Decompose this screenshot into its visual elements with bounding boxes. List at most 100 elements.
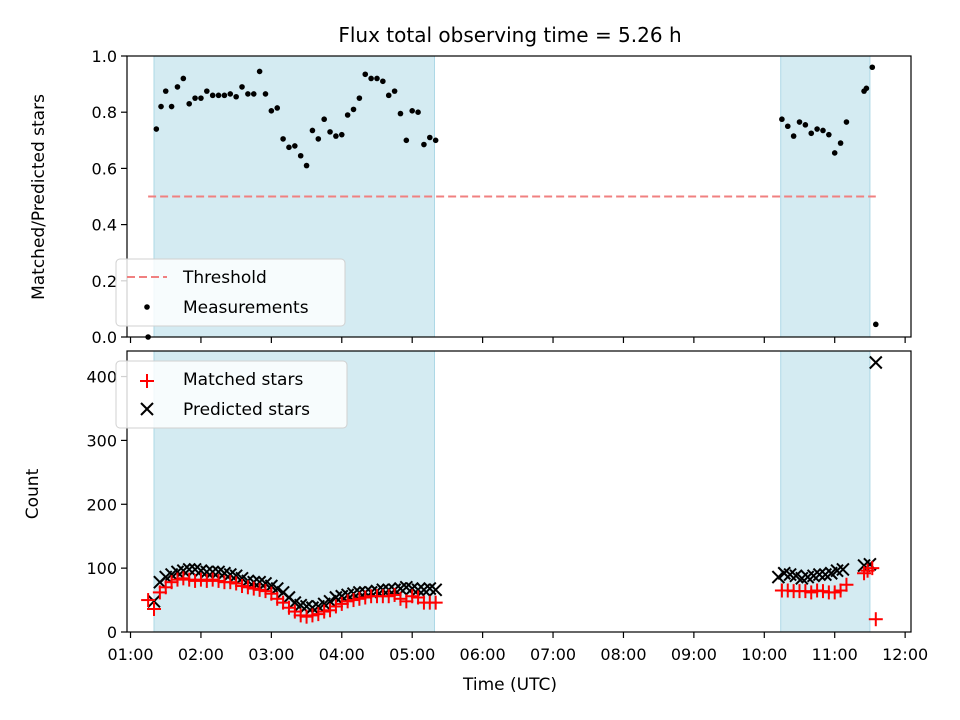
- matched-star-point: [340, 594, 355, 609]
- top-axes-frame: [126, 55, 912, 338]
- measurement-point: [192, 95, 198, 101]
- measurement-point: [280, 136, 286, 142]
- top-legend: Threshold Measurements: [115, 258, 346, 327]
- bottom-panel: 01:00 02:00 03:00 04:00 05:00 06:00 07:00 08:00…: [23, 350, 928, 695]
- measurement-point: [327, 129, 333, 135]
- measurement-point: [872, 321, 879, 328]
- y-tick-label: 200: [86, 495, 117, 514]
- measurement-point: [245, 91, 251, 97]
- x-tick-label: 06:00: [460, 645, 506, 664]
- matched-star-point: [211, 573, 226, 588]
- y-tick-label: 0: [107, 623, 117, 642]
- measurement-point: [779, 116, 785, 123]
- measurement-point: [198, 95, 204, 101]
- measurement-point: [215, 92, 222, 99]
- matched-star-point: [839, 577, 854, 592]
- predicted-star-point: [428, 583, 443, 597]
- y-tick-label: 0.6: [92, 159, 117, 178]
- measurement-point: [403, 137, 410, 144]
- measurement-point: [344, 112, 351, 118]
- measurement-point: [790, 133, 797, 139]
- matched-star-point: [865, 561, 880, 576]
- measurement-point: [784, 123, 791, 130]
- x-tick-label: 11:00: [812, 645, 858, 664]
- matched-star-point: [188, 573, 203, 588]
- x-tick-label: 07:00: [530, 645, 576, 664]
- measurement-point: [174, 84, 181, 90]
- y-tick-label: 0.8: [92, 103, 117, 122]
- matched-star-point: [827, 585, 842, 600]
- x-tick-label: 12:00: [882, 645, 928, 664]
- top-ylabel: Matched/Predicted stars: [29, 94, 49, 300]
- measurement-point: [385, 92, 392, 99]
- legend-predicted-swatch: [140, 402, 154, 416]
- matched-star-point: [205, 572, 220, 587]
- measurement-point: [814, 126, 820, 132]
- measurement-point: [820, 127, 826, 134]
- matched-star-point: [199, 573, 214, 588]
- y-tick-label: 300: [86, 431, 117, 450]
- matched-star-point: [833, 583, 848, 598]
- measurement-point: [338, 131, 345, 138]
- top-panel: 0.0 0.2 0.4 0.6 0.8 1.0 Matched/Predicted sta…: [29, 47, 912, 347]
- measurement-point: [158, 103, 164, 110]
- predicted-star-point: [836, 562, 850, 577]
- y-tick-label: 0.4: [92, 216, 117, 235]
- matched-star-point: [346, 593, 361, 608]
- matched-star-point: [182, 572, 197, 587]
- matched-star-point: [352, 591, 367, 606]
- matched-star-point: [798, 584, 813, 599]
- matched-star-point: [240, 580, 255, 595]
- predicted-star-point: [270, 581, 284, 596]
- bottom-xlabel: Time (UTC): [462, 675, 557, 695]
- predicted-star-point: [200, 565, 214, 579]
- measurement-point: [362, 71, 369, 78]
- measurement-point: [256, 68, 263, 75]
- matched-star-point: [252, 582, 267, 597]
- x-tick-label: 10:00: [741, 645, 787, 664]
- matched-star-point: [223, 575, 238, 590]
- measurement-point: [153, 126, 160, 132]
- matched-star-point: [246, 581, 261, 596]
- predicted-star-point: [182, 562, 196, 577]
- bottom-ylabel: Count: [23, 468, 43, 519]
- measurement-point: [168, 103, 175, 110]
- matched-star-point: [170, 572, 185, 587]
- matched-star-point: [299, 609, 314, 624]
- matched-star-point: [857, 566, 872, 581]
- matched-star-point: [311, 607, 326, 622]
- predicted-star-point: [812, 567, 827, 582]
- matched-star-point: [146, 602, 161, 617]
- top-legend-frame: [115, 258, 346, 327]
- legend-measurements-swatch: [144, 304, 150, 310]
- predicted-star-point: [147, 594, 161, 609]
- x-tick-label: 04:00: [319, 645, 365, 664]
- measurement-point: [303, 162, 310, 169]
- predicted-star-point: [771, 570, 786, 584]
- measurement-point: [837, 140, 844, 146]
- matched-star-point: [164, 575, 179, 590]
- x-tick-label: 03:00: [248, 645, 294, 664]
- y-tick-label: 400: [86, 368, 117, 387]
- matched-star-point: [405, 589, 420, 604]
- matched-star-point: [328, 599, 343, 614]
- measurement-point: [227, 91, 234, 97]
- predicted-star-point: [323, 594, 337, 609]
- shaded-interval: [780, 350, 871, 633]
- measurement-point: [239, 84, 245, 90]
- measurement-point: [250, 91, 257, 97]
- measurement-point: [297, 152, 304, 159]
- matched-star-point: [868, 612, 883, 627]
- measurement-point: [333, 133, 339, 139]
- y-tick-label: 0.0: [92, 328, 117, 347]
- matched-star-point: [235, 579, 250, 594]
- matched-star-point: [358, 590, 373, 605]
- measurement-point: [427, 134, 433, 141]
- legend-threshold-label: Threshold: [182, 268, 267, 288]
- measurement-point: [415, 109, 421, 115]
- bottom-legend: Matched stars Predicted stars: [115, 360, 348, 429]
- measurement-point: [356, 95, 363, 101]
- measurement-point: [309, 127, 316, 134]
- legend-measurements-label: Measurements: [183, 298, 309, 318]
- measurement-point: [831, 150, 838, 156]
